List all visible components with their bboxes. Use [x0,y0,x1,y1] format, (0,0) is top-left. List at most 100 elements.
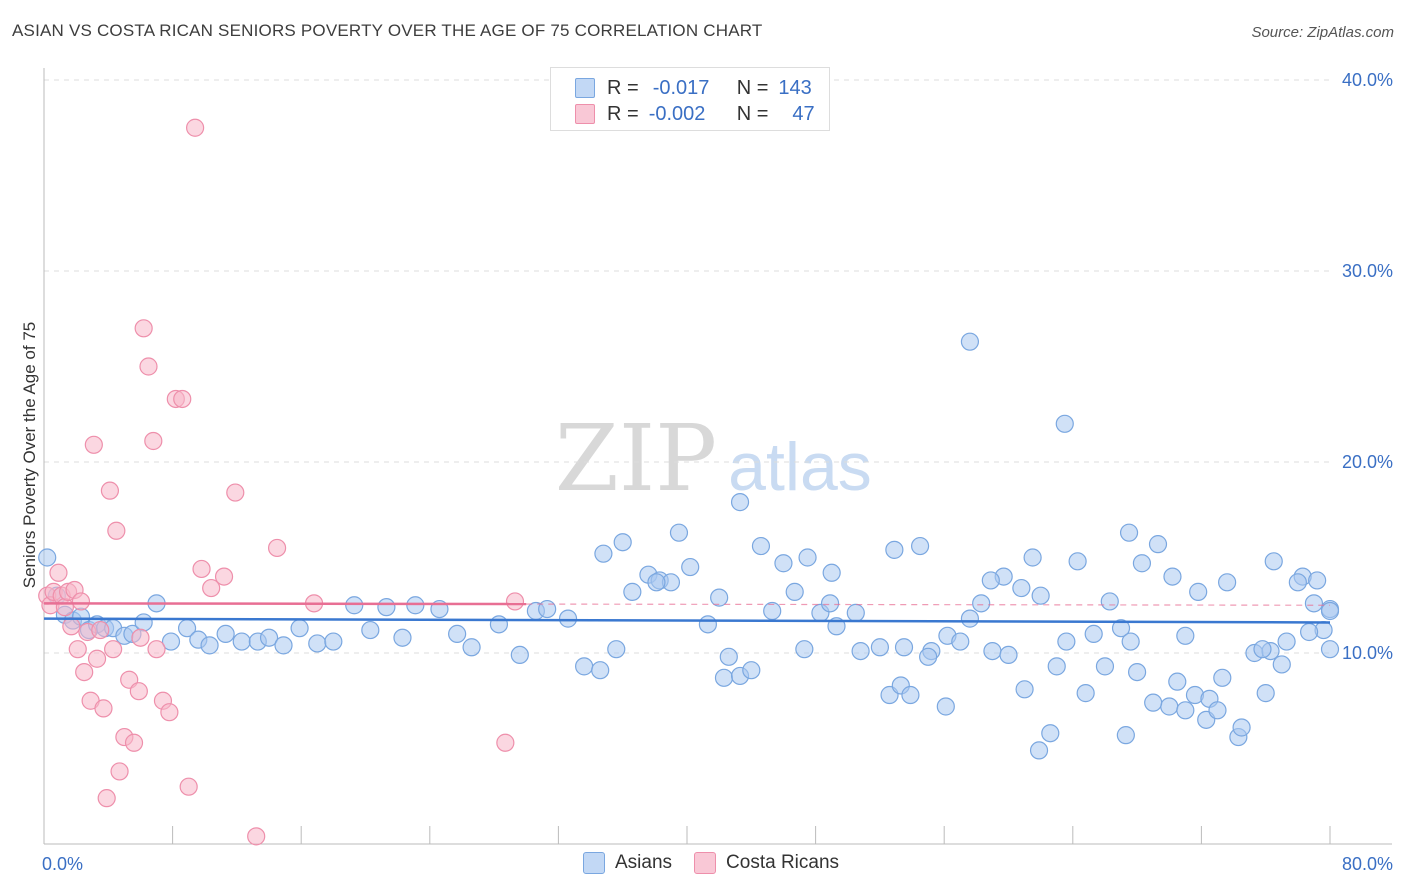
x-tick-label: 80.0% [1342,854,1393,874]
asian-point [448,624,467,644]
asian-point [983,641,1002,661]
asian-point [510,645,529,665]
costa-rican-point [496,733,515,752]
costa-rican-point [505,592,525,611]
asian-point [960,332,980,351]
asian-point [1084,624,1103,644]
costa-rican-point [97,789,116,808]
asian-point [846,603,865,622]
costa-ricans-swatch [575,104,595,124]
asian-point [1047,657,1066,676]
asians-r-label: R = [607,76,639,99]
costa-rican-point [214,567,234,586]
asian-point [1127,662,1147,682]
costa-rican-point [247,827,266,846]
costa-rican-point [173,389,192,409]
y-tick-label: 30.0% [1342,261,1393,281]
asian-point [161,632,181,651]
asian-point [345,596,364,615]
asians-n-value: 143 [778,76,812,99]
costa-r-value: -0.002 [648,102,706,125]
asian-point [377,598,396,617]
asians-swatch [575,78,595,98]
legend-row-asians: R = -0.017 N = 143 [575,76,812,100]
asian-point [751,536,771,556]
asians-n-label: N = [736,76,769,99]
asian-point [1057,632,1076,651]
asian-point [1304,594,1324,613]
asian-point [1121,632,1140,651]
costa-r-label: R = [607,102,639,125]
asian-point [1256,684,1275,703]
costa-legend-swatch [694,852,717,874]
asian-point [1023,548,1042,567]
costa-rican-point [267,538,287,558]
asian-point [1168,672,1187,691]
asian-point [1068,552,1087,571]
asian-point [324,632,343,651]
asian-point [681,557,700,577]
asian-point [1111,619,1131,638]
legend-item-costa-ricans[interactable]: Costa Ricans [694,852,839,874]
asian-point [1308,571,1327,590]
asian-point [730,493,750,512]
asian-point [1208,701,1227,720]
asian-point [1148,535,1168,554]
asian-point [901,685,920,705]
legend-item-asians[interactable]: Asians [583,852,672,874]
costa-rican-point [84,435,103,454]
asian-point [558,609,578,628]
asian-point [919,647,938,666]
y-tick-label: 20.0% [1342,452,1393,472]
costa-rican-point [186,118,205,137]
costa-rican-point [107,521,126,540]
asian-point [594,544,613,563]
asian-point [960,609,980,628]
asian-point [1213,668,1232,687]
asians-trend-line [43,617,1331,624]
costa-rican-point [160,703,179,722]
asian-point [1253,640,1272,659]
asian-point [1300,622,1319,642]
costa-rican-point [179,777,198,796]
costa-ricans-trend-line [43,602,527,606]
asian-point [951,632,970,651]
asian-point [1320,640,1340,659]
costa-rican-point [129,682,148,701]
asian-point [1095,657,1115,676]
costa-rican-point [124,733,144,752]
asian-point [1176,701,1195,720]
asian-point [406,596,425,615]
asian-point [308,634,327,653]
asian-point [1264,552,1283,571]
asian-point [795,640,814,659]
asian-point [1119,523,1139,542]
asian-point [1288,573,1307,592]
asian-point [489,615,509,634]
costa-rican-point [75,662,94,682]
asian-point [1232,718,1251,737]
asians-r-value: -0.017 [652,76,710,99]
asian-point [785,582,804,601]
asian-point [462,638,481,657]
asian-point [719,647,738,666]
asian-point [698,615,717,634]
asian-point [1012,578,1031,598]
asian-point [232,632,251,651]
asian-point [822,563,841,582]
asian-point [1132,554,1152,573]
costa-rican-point [94,699,113,718]
asian-point [1029,741,1049,760]
costa-rican-point [91,620,110,640]
legend-row-costa-ricans: R = -0.002 N = 47 [575,102,815,126]
asian-point [851,641,870,661]
correlation-legend: R = -0.017 N = 143 R = -0.002 N = 47 [550,67,830,131]
costa-rican-point [71,592,91,611]
asian-point [613,533,632,552]
costa-rican-point [226,483,245,502]
asian-point [591,661,610,680]
asian-point [1176,626,1195,645]
costa-legend-label: Costa Ricans [726,852,840,873]
costa-rican-point [110,762,129,781]
asian-point [710,588,729,607]
